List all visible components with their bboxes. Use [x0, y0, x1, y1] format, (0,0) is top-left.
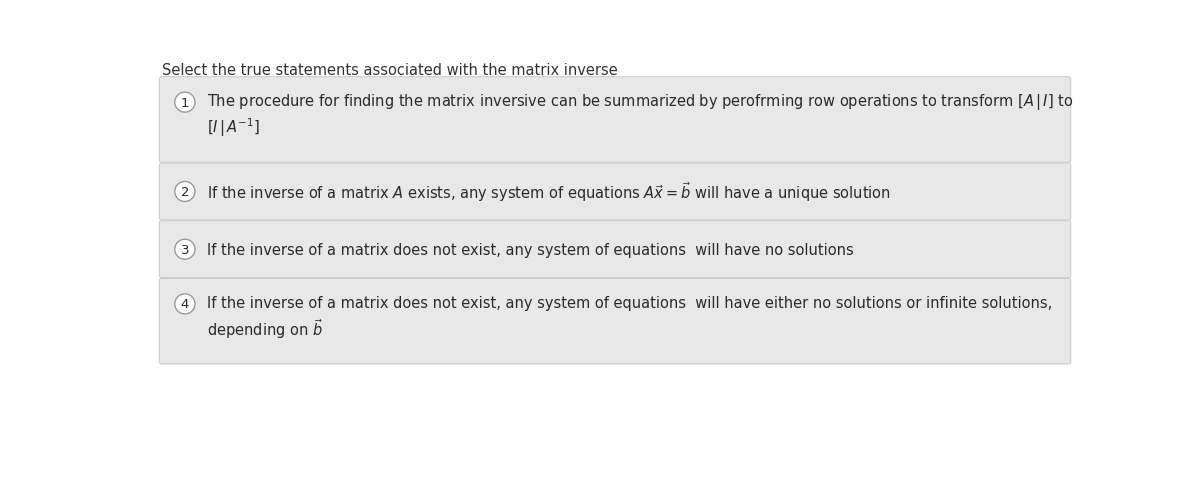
Text: 4: 4 — [181, 298, 190, 311]
Circle shape — [175, 294, 194, 314]
Text: Select the true statements associated with the matrix inverse: Select the true statements associated wi… — [162, 63, 617, 78]
FancyBboxPatch shape — [160, 221, 1070, 278]
FancyBboxPatch shape — [160, 78, 1070, 163]
FancyBboxPatch shape — [160, 164, 1070, 220]
Text: $[I\,|\,A^{-1}]$: $[I\,|\,A^{-1}]$ — [206, 116, 259, 139]
Text: 2: 2 — [181, 186, 190, 199]
Text: 1: 1 — [181, 96, 190, 109]
FancyBboxPatch shape — [160, 279, 1070, 364]
Text: If the inverse of a matrix does not exist, any system of equations  will have no: If the inverse of a matrix does not exis… — [206, 242, 853, 257]
Circle shape — [175, 93, 194, 113]
Text: The procedure for finding the matrix inversive can be summarized by perofrming r: The procedure for finding the matrix inv… — [206, 91, 1073, 111]
Text: If the inverse of a matrix does not exist, any system of equations  will have ei: If the inverse of a matrix does not exis… — [206, 295, 1052, 310]
Text: 3: 3 — [181, 243, 190, 256]
Circle shape — [175, 182, 194, 202]
Circle shape — [175, 240, 194, 260]
Text: depending on $\vec{b}$: depending on $\vec{b}$ — [206, 317, 323, 341]
Text: If the inverse of a matrix $A$ exists, any system of equations $A\vec{x}=\vec{b}: If the inverse of a matrix $A$ exists, a… — [206, 180, 890, 204]
